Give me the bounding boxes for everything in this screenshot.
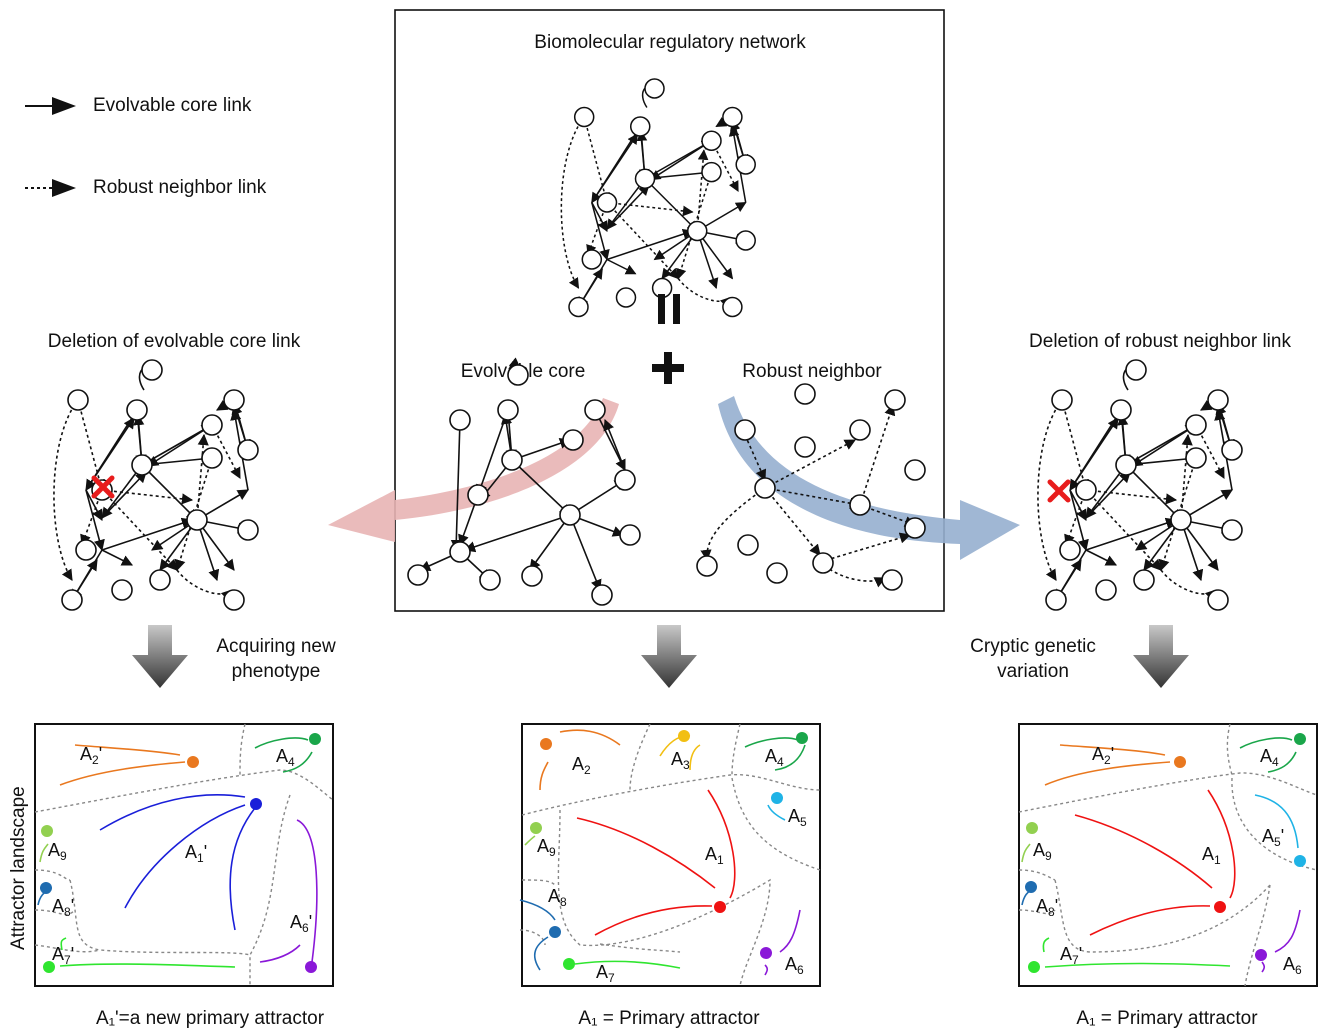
svg-text:A4: A4	[276, 746, 295, 769]
left-delete-mark	[91, 475, 115, 499]
svg-text:A4: A4	[1260, 746, 1279, 769]
neighbor-network	[696, 383, 926, 591]
neighbor-label: Robust neighbor	[742, 361, 882, 382]
svg-text:A2': A2'	[1092, 744, 1114, 767]
svg-text:A9: A9	[1033, 840, 1052, 863]
core-network	[407, 357, 641, 606]
right-network	[1038, 360, 1242, 610]
network-title: Biomolecular regulatory network	[534, 32, 806, 53]
right-landscape: A2' A4 A5' A1 A9 A8' A7' A6	[1018, 723, 1318, 987]
right-title: Deletion of robust neighbor link	[1029, 331, 1291, 352]
svg-text:A9: A9	[537, 836, 556, 859]
left-down-arrow	[132, 625, 188, 688]
left-landscape: A2' A4 A1' A9 A8' A7' A6'	[34, 723, 334, 987]
left-title: Deletion of evolvable core link	[47, 331, 301, 352]
svg-text:A4: A4	[765, 746, 784, 769]
right-curved-arrow	[718, 396, 1020, 560]
left-curved-arrow	[328, 398, 619, 542]
full-network	[561, 79, 755, 317]
svg-text:A6': A6'	[290, 912, 312, 935]
svg-text:A9: A9	[48, 840, 67, 863]
legend-core-label: Evolvable core link	[93, 95, 252, 116]
middle-landscape: A2 A3 A4 A5 A1 A9 A8 A7 A6	[519, 723, 821, 987]
svg-text:A3: A3	[671, 749, 690, 772]
network-box	[394, 9, 945, 612]
equals-sign	[658, 294, 680, 324]
legend-neighbor-arrow	[25, 179, 76, 197]
plus-sign	[652, 352, 684, 384]
svg-text:A1': A1'	[185, 842, 207, 865]
legend-neighbor-label: Robust neighbor link	[93, 177, 267, 198]
svg-text:A2: A2	[572, 754, 591, 777]
svg-text:A7': A7'	[1060, 944, 1082, 967]
left-caption: A₁'=a new primary attractor	[95, 1008, 325, 1029]
svg-text:A5: A5	[788, 806, 807, 829]
right-down-arrow	[1133, 625, 1189, 688]
right-delete-mark	[1047, 479, 1071, 503]
svg-text:A2': A2'	[80, 744, 102, 767]
svg-text:A8': A8'	[52, 896, 74, 919]
svg-text:A1: A1	[1202, 844, 1221, 867]
svg-text:A6: A6	[785, 954, 804, 977]
middle-down-arrow	[641, 625, 697, 688]
right-caption: A₁ = Primary attractor	[1076, 1008, 1258, 1029]
svg-text:A7: A7	[596, 962, 615, 985]
svg-text:A1: A1	[705, 844, 724, 867]
middle-caption: A₁ = Primary attractor	[578, 1008, 760, 1029]
svg-text:A6: A6	[1283, 954, 1302, 977]
left-network	[54, 360, 258, 610]
left-arrow-label-2: phenotype	[231, 661, 321, 682]
svg-text:A8': A8'	[1036, 896, 1058, 919]
left-arrow-label-1: Acquiring new	[216, 636, 336, 657]
svg-text:A8: A8	[548, 886, 567, 909]
svg-text:A5': A5'	[1262, 826, 1284, 849]
svg-text:A7': A7'	[52, 944, 74, 967]
right-arrow-label-1: Cryptic genetic	[970, 636, 1096, 657]
legend-core-arrow	[25, 97, 76, 115]
right-arrow-label-2: variation	[997, 661, 1069, 682]
